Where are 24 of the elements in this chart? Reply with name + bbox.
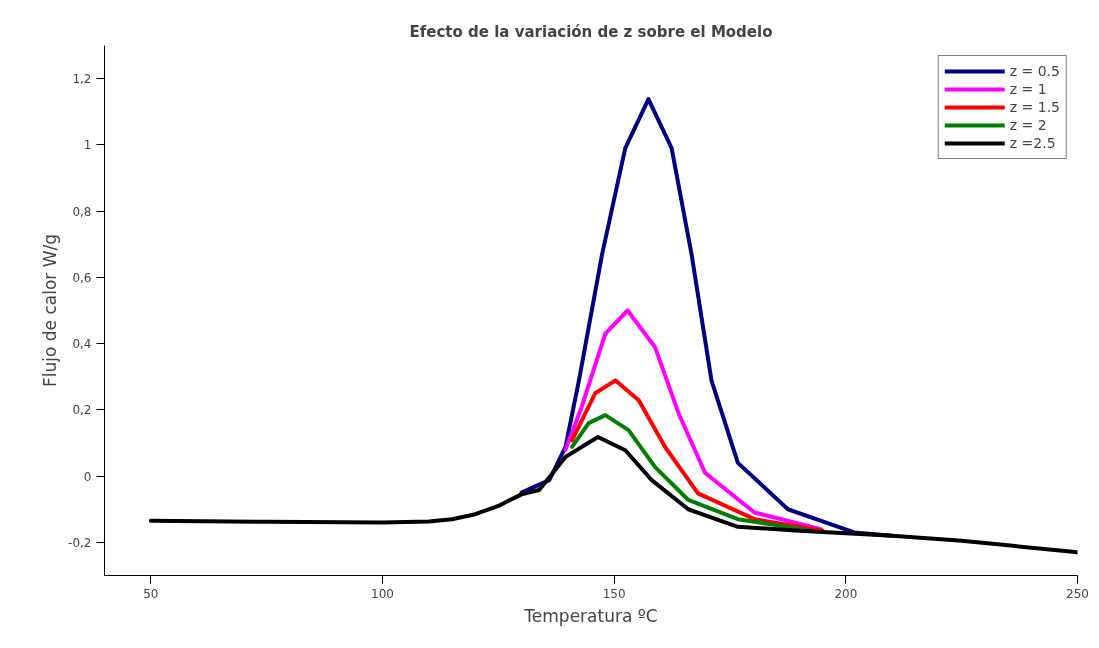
line-series — [570, 378, 825, 533]
chart-title: Efecto de la variación de z sobre el Modelo — [409, 22, 773, 41]
y-tick-label: 0,4 — [72, 337, 92, 352]
x-axis-title: Temperatura ºC — [523, 605, 658, 626]
y-tick-label: 1,2 — [72, 72, 92, 87]
legend-label: z = 1 — [1009, 80, 1047, 98]
x-tick-label: 150 — [602, 586, 626, 601]
y-tick-label: 0 — [83, 469, 92, 484]
x-tick-label: 100 — [371, 586, 394, 601]
x-tick-label: 200 — [834, 586, 858, 601]
line-series — [148, 435, 1078, 555]
y-axis-title: Flujo de calor W/g — [40, 233, 61, 388]
legend-label: z = 0.5 — [1009, 62, 1060, 80]
y-tick-label: 0,8 — [72, 204, 92, 219]
line-series — [563, 308, 823, 532]
y-tick-label: 1 — [83, 138, 92, 153]
y-tick-label: -0,2 — [68, 535, 92, 550]
legend-label: z = 1.5 — [1009, 98, 1060, 116]
x-tick-label: 50 — [143, 586, 159, 601]
y-tick-label: 0,6 — [72, 270, 92, 285]
legend-label: z = 2 — [1009, 116, 1047, 134]
y-tick-label: 0,2 — [72, 403, 92, 418]
legend-label: z =2.5 — [1009, 134, 1056, 152]
x-tick-label: 250 — [1066, 586, 1089, 601]
